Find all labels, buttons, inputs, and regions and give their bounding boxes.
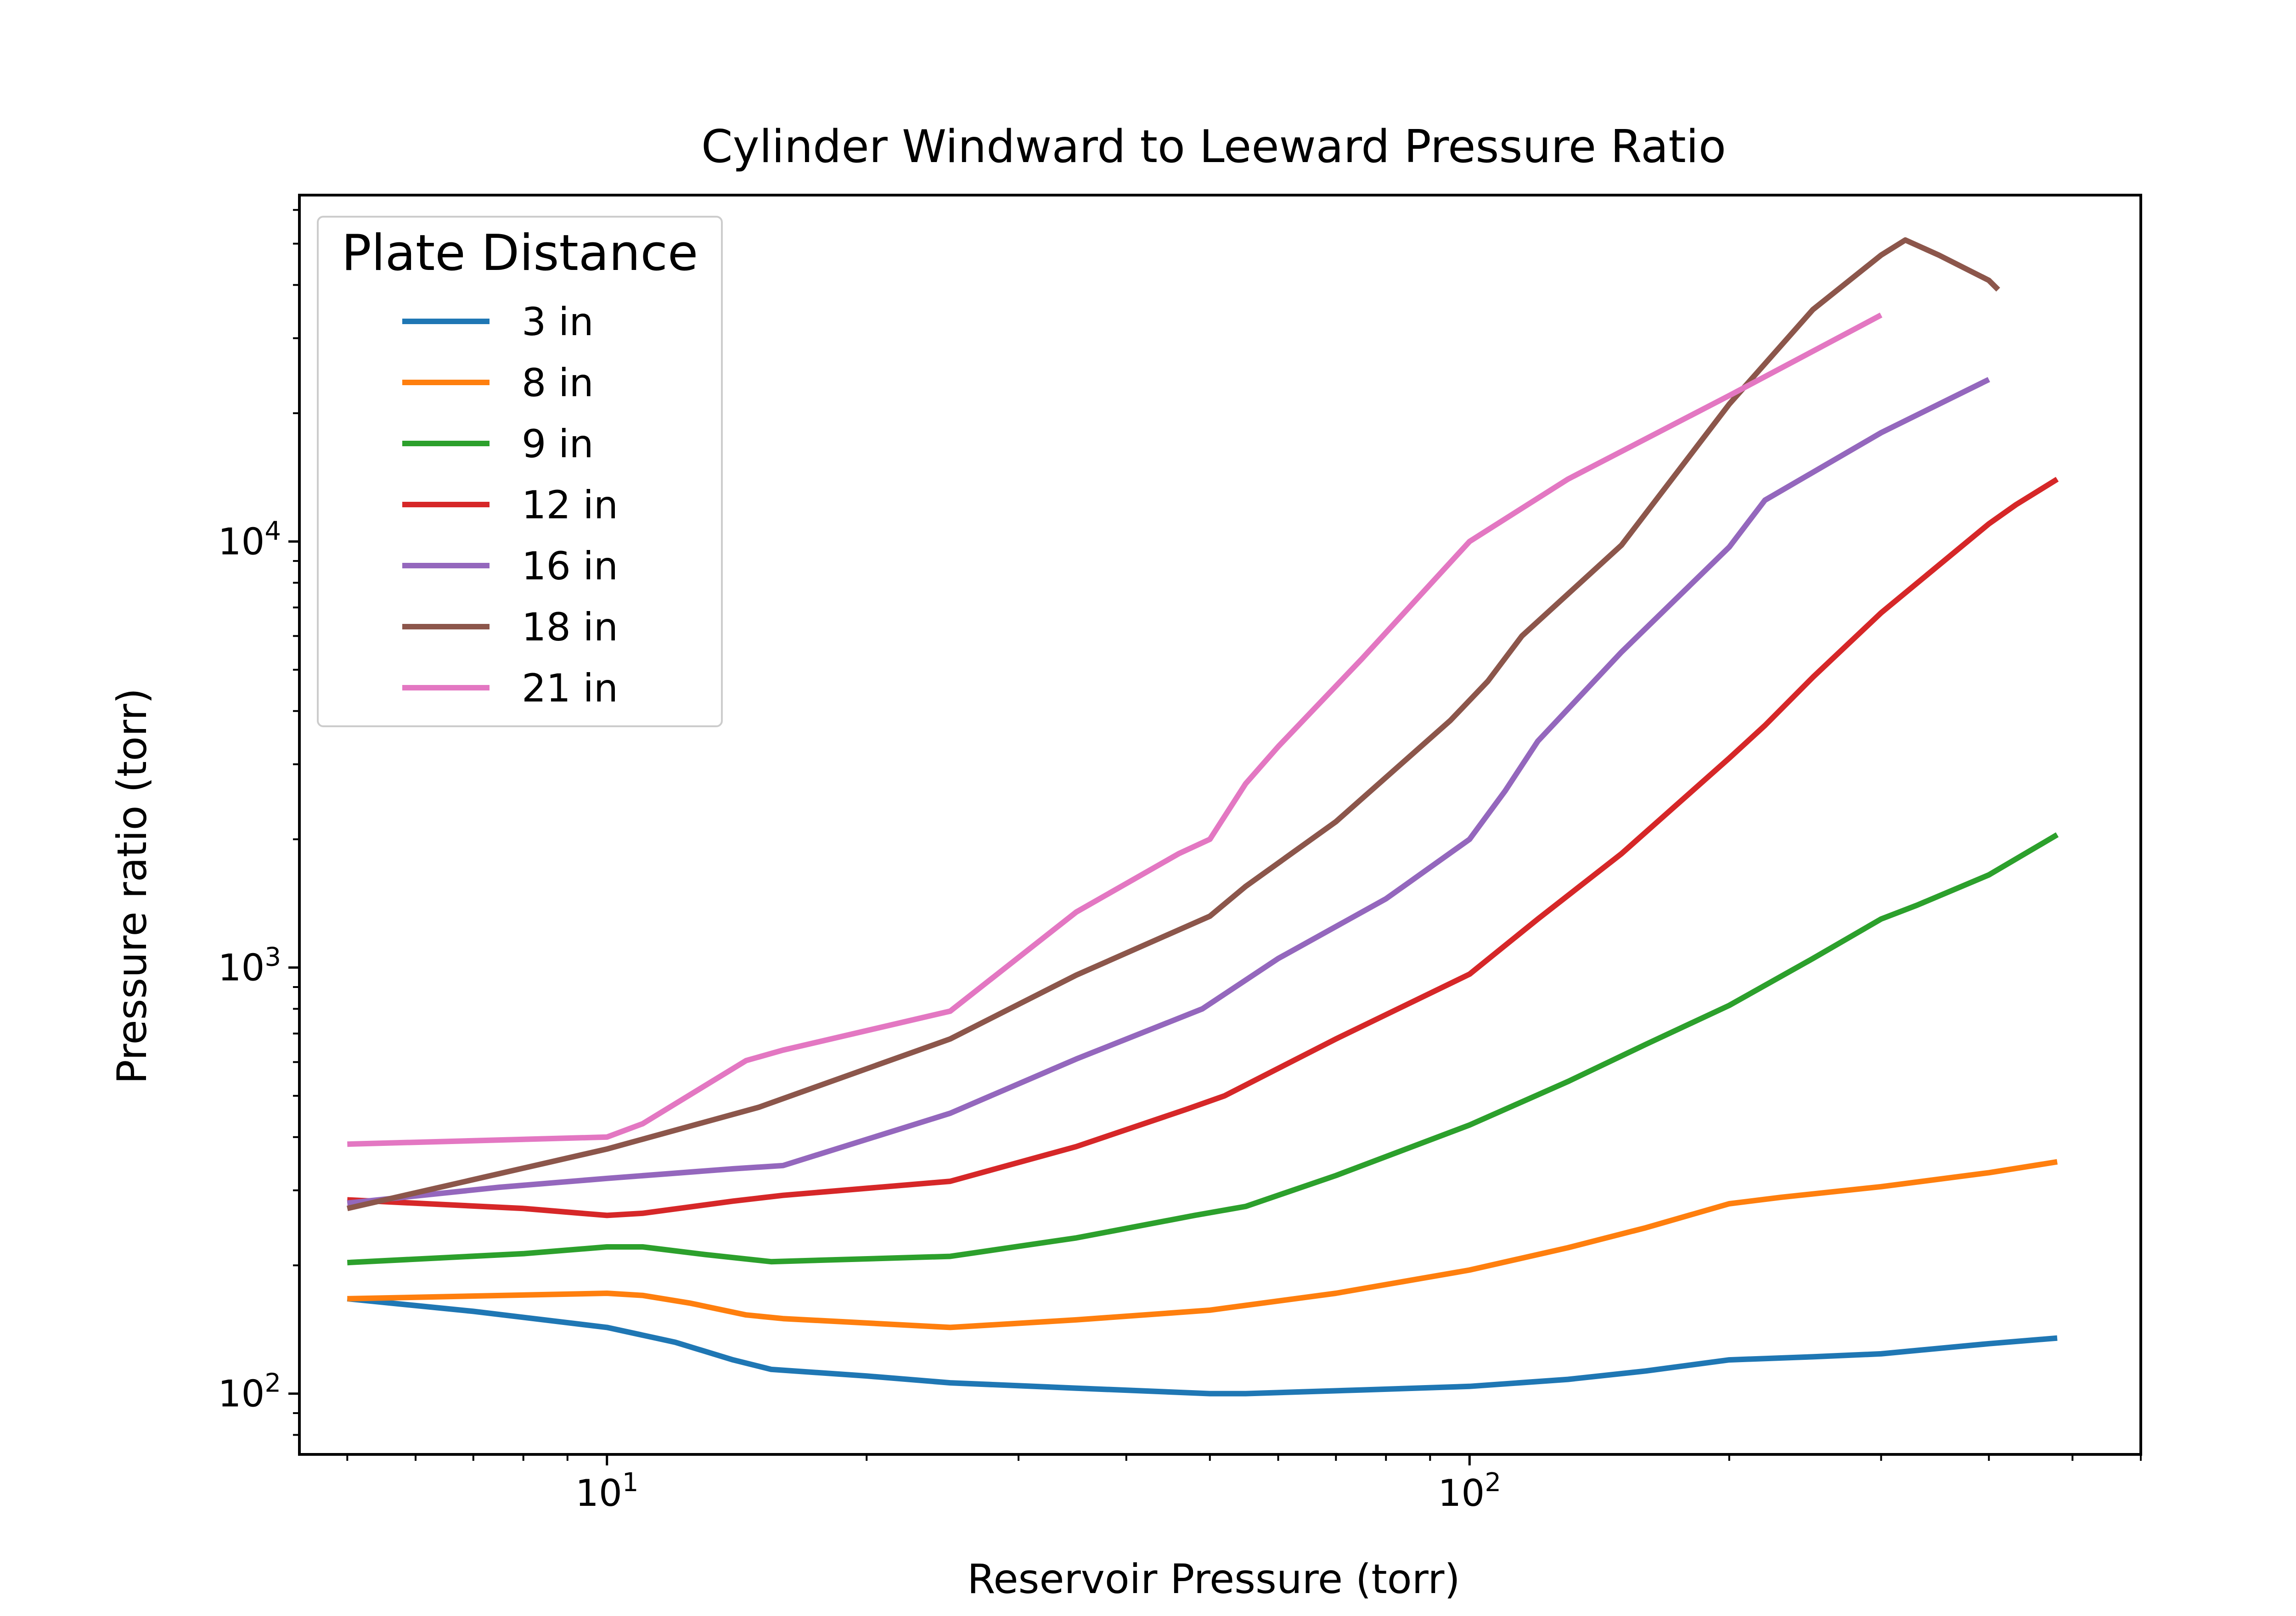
y-tick-label-0: 102 [218,1369,281,1415]
legend-label-8-in: 8 in [522,360,594,405]
x-tick-label-1: 102 [1438,1468,1501,1515]
legend-label-12-in: 12 in [522,483,618,527]
legend-label-3-in: 3 in [522,299,594,344]
x-axis-label: Reservoir Pressure (torr) [967,1555,1460,1603]
series-line-8-in [347,1159,2058,1330]
series-line-16-in [347,377,1990,1206]
series-line-12-in [347,477,2059,1218]
legend: Plate Distance 3 in 8 in 9 in 12 in 16 in 18 … [317,216,723,727]
legend-title: Plate Distance [342,224,698,282]
y-tick-label-1: 103 [218,943,281,989]
legend-label-18-in: 18 in [522,605,618,650]
series-line-9-in [347,832,2059,1266]
legend-label-9-in: 9 in [522,421,594,466]
y-tick-label-2: 104 [218,516,281,563]
series-line-18-in [346,237,2000,1212]
chart-title: Cylinder Windward to Leeward Pressure Ra… [701,121,1726,173]
legend-label-21-in: 21 in [522,666,618,711]
legend-label-16-in: 16 in [522,544,618,589]
x-tick-label-0: 101 [575,1468,638,1515]
y-axis-label: Pressure ratio (torr) [108,688,156,1084]
series-line-3-in [347,1296,2058,1397]
plot-frame [298,194,2142,1456]
legend-frame [317,216,723,727]
series-line-21-in [347,312,1883,1147]
